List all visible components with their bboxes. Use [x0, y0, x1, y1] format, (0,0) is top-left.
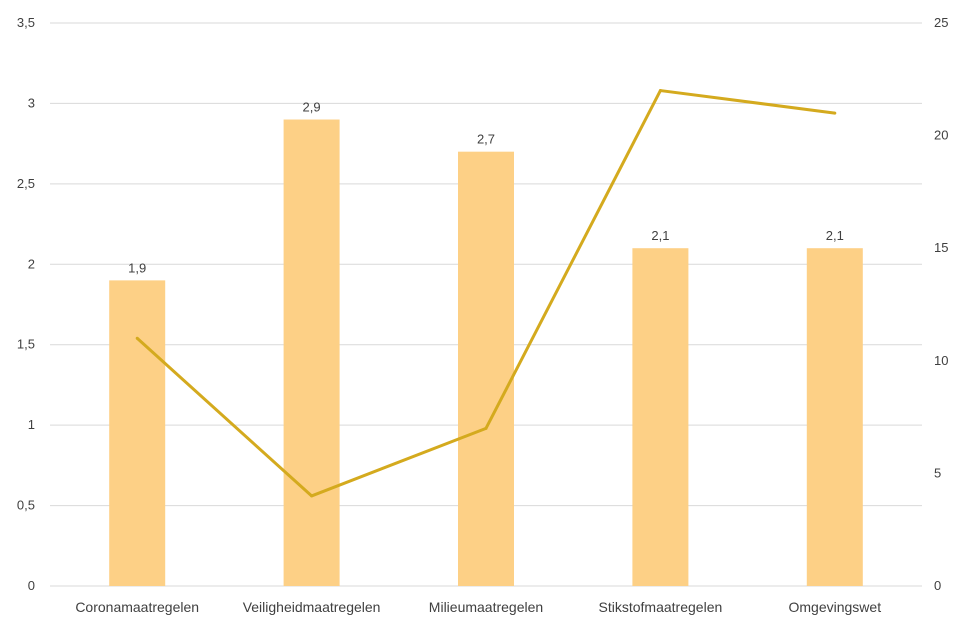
left-tick-label: 1,5 [17, 337, 35, 352]
line-point [484, 426, 488, 430]
left-tick-label: 3 [28, 95, 35, 110]
right-tick-label: 20 [934, 128, 948, 143]
category-label: Veiligheidmaatregelen [243, 599, 381, 615]
data-labels: 1,9 2,9 2,7 2,1 2,1 [128, 100, 844, 276]
left-tick-label: 0 [28, 578, 35, 593]
bar [283, 119, 340, 586]
left-tick-label: 2,5 [17, 176, 35, 191]
category-label: Milieumaatregelen [429, 599, 543, 615]
right-tick-label: 0 [934, 578, 941, 593]
data-label: 2,9 [303, 100, 321, 115]
category-label: Coronamaatregelen [75, 599, 199, 615]
right-axis: 0 5 10 15 20 25 [934, 15, 948, 593]
bar [458, 151, 514, 586]
bar [109, 280, 166, 586]
category-axis: Coronamaatregelen Veiligheidmaatregelen Mi… [75, 599, 881, 615]
data-label: 2,1 [651, 228, 669, 243]
line-point [135, 336, 139, 340]
category-label: Omgevingswet [789, 599, 882, 615]
left-tick-label: 2 [28, 256, 35, 271]
bar [632, 248, 689, 586]
data-label: 2,1 [826, 228, 844, 243]
line-point [833, 111, 837, 115]
right-tick-label: 25 [934, 15, 948, 30]
line-point [658, 89, 662, 93]
right-tick-label: 15 [934, 240, 948, 255]
category-label: Stikstofmaatregelen [599, 599, 723, 615]
line-point [310, 494, 314, 498]
left-tick-label: 1 [28, 417, 35, 432]
bar-series [109, 119, 863, 586]
right-tick-label: 5 [934, 465, 941, 480]
bar [806, 248, 863, 586]
line-series [135, 89, 837, 498]
left-tick-label: 0,5 [17, 498, 35, 513]
data-label: 1,9 [128, 260, 146, 275]
left-tick-label: 3,5 [17, 15, 35, 30]
left-axis: 0 0,5 1 1,5 2 2,5 3 3,5 [17, 15, 35, 593]
right-tick-label: 10 [934, 353, 948, 368]
data-label: 2,7 [477, 132, 495, 147]
